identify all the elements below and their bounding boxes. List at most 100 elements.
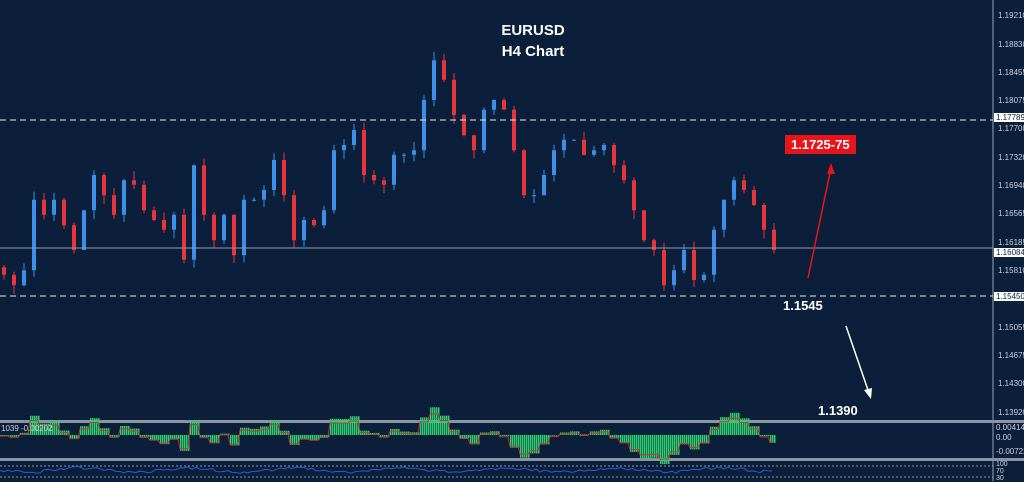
macd-bar: [264, 426, 266, 435]
macd-bar: [250, 428, 252, 435]
candle: [652, 240, 656, 250]
macd-bar: [324, 435, 326, 437]
macd-bar: [344, 419, 346, 435]
target-up-label: 1.1725-75: [785, 135, 856, 154]
macd-bar: [544, 435, 546, 445]
macd-bar: [136, 428, 138, 435]
macd-bar: [40, 423, 42, 435]
candle: [132, 180, 136, 185]
macd-bar: [334, 418, 336, 435]
macd-bar: [380, 435, 382, 437]
macd-bar: [732, 412, 734, 435]
macd-bar: [666, 435, 668, 465]
macd-bar: [690, 435, 692, 450]
macd-bar: [614, 435, 616, 438]
macd-bar: [226, 433, 228, 435]
candle: [42, 199, 46, 215]
macd-bar: [498, 431, 500, 435]
target-down-label: 1.1390: [818, 403, 858, 418]
macd-bar: [734, 412, 736, 435]
candle: [72, 225, 76, 250]
price-tick: 1.18075: [998, 96, 1024, 106]
candle: [732, 180, 736, 200]
candle: [252, 199, 256, 201]
candle: [22, 270, 26, 286]
macd-bar: [212, 435, 214, 444]
macd-bar: [224, 433, 226, 435]
macd-bar: [168, 435, 170, 445]
candle: [672, 270, 676, 286]
macd-bar: [754, 426, 756, 435]
macd-bar: [630, 435, 632, 452]
macd-bar: [148, 435, 150, 437]
macd-bar: [276, 420, 278, 435]
candle: [222, 214, 226, 241]
candle: [102, 175, 106, 196]
macd-bar: [270, 420, 272, 435]
macd-bar: [382, 435, 384, 437]
macd-bar: [616, 435, 618, 438]
macd-bar: [150, 435, 152, 441]
current-price-tag: 1.16084: [994, 248, 1024, 257]
macd-bar: [14, 435, 16, 437]
macd-bar: [528, 435, 530, 458]
candle: [752, 190, 756, 205]
macd-bar: [436, 407, 438, 435]
macd-bar: [0, 435, 2, 436]
macd-bar: [338, 418, 340, 435]
macd-bar: [44, 423, 46, 435]
macd-bar: [718, 426, 720, 435]
macd-bar: [194, 420, 196, 435]
macd-bar: [454, 429, 456, 435]
candle: [62, 199, 66, 226]
macd-bar: [216, 435, 218, 444]
macd-bar: [742, 418, 744, 435]
panel-separator: [0, 420, 1024, 423]
oscillator-line: [0, 466, 773, 474]
macd-bar: [764, 435, 766, 437]
price-tick: 1.18830: [998, 39, 1024, 49]
macd-bar: [16, 435, 18, 437]
macd-bar: [514, 435, 516, 448]
macd-bar: [12, 435, 14, 437]
candle: [342, 145, 346, 151]
candle: [762, 205, 766, 230]
macd-bar: [546, 435, 548, 445]
macd-bar: [700, 435, 702, 444]
macd-bar: [246, 427, 248, 435]
macd-bar: [92, 418, 94, 435]
macd-bar: [170, 435, 172, 439]
price-tick: 1.13920: [998, 407, 1024, 417]
macd-bar: [624, 435, 626, 444]
candle: [462, 115, 466, 136]
macd-bar: [452, 429, 454, 435]
macd-bar: [166, 435, 168, 445]
macd-bar: [504, 435, 506, 437]
macd-tick: -0.00722: [996, 447, 1024, 456]
macd-bar: [462, 435, 464, 439]
macd-bar: [190, 420, 192, 435]
macd-bar: [444, 415, 446, 435]
macd-bar: [658, 435, 660, 458]
macd-bar: [502, 435, 504, 437]
macd-bar: [580, 434, 582, 435]
candle: [592, 150, 596, 155]
down-arrow-head: [864, 388, 872, 399]
macd-bar: [192, 420, 194, 435]
macd-bar: [542, 435, 544, 445]
macd-bar: [130, 428, 132, 435]
macd-bar: [28, 432, 30, 435]
candle: [492, 100, 496, 110]
macd-bar: [158, 435, 160, 441]
macd-bar: [252, 428, 254, 435]
candle: [182, 214, 186, 260]
macd-bar: [42, 423, 44, 435]
macd-bar: [384, 435, 386, 437]
macd-bar: [106, 428, 108, 435]
macd-bar: [316, 435, 318, 441]
macd-bar: [768, 435, 770, 437]
macd-bar: [394, 428, 396, 435]
macd-bar: [332, 418, 334, 435]
macd-bar: [274, 420, 276, 435]
osc-tick: 70: [996, 468, 1004, 475]
